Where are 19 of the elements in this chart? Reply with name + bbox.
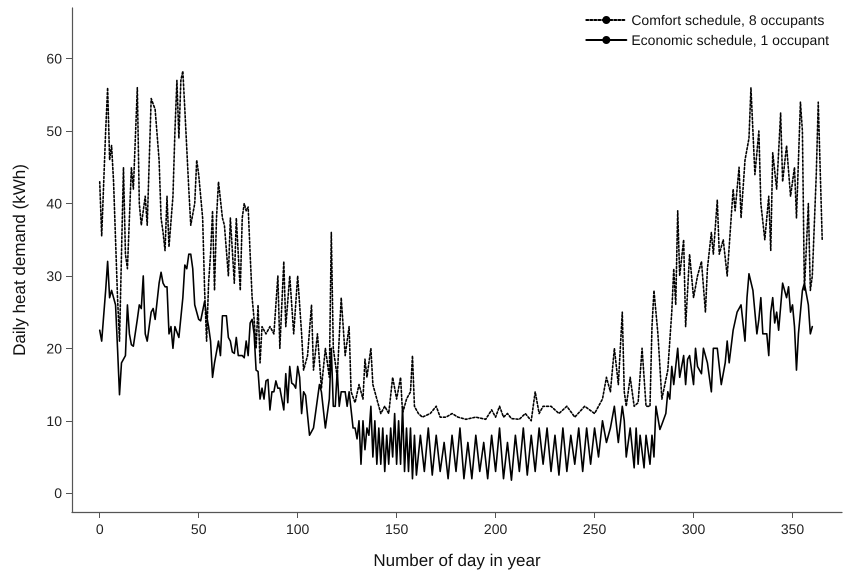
x-axis-title: Number of day in year [373, 551, 541, 570]
y-tick-label: 0 [54, 485, 62, 502]
y-tick-label: 50 [46, 123, 62, 140]
x-tick-label: 150 [384, 521, 409, 537]
x-tick-label: 350 [780, 521, 804, 537]
legend-label: Economic schedule, 1 occupant [631, 32, 830, 48]
y-axis-title: Daily heat demand (kWh) [10, 164, 29, 356]
y-tick-label: 30 [46, 268, 62, 284]
y-tick-label: 60 [46, 50, 62, 67]
x-tick-label: 250 [582, 521, 606, 537]
x-tick-label: 0 [96, 521, 104, 537]
y-tick-label: 20 [46, 340, 62, 356]
y-tick-label: 40 [46, 196, 62, 212]
x-tick-label: 50 [190, 521, 207, 537]
x-tick-label: 100 [286, 521, 310, 537]
legend-label: Comfort schedule, 8 occupants [631, 12, 824, 28]
x-tick-label: 300 [682, 521, 706, 537]
y-tick-label: 10 [46, 412, 62, 429]
x-tick-label: 200 [484, 521, 508, 537]
